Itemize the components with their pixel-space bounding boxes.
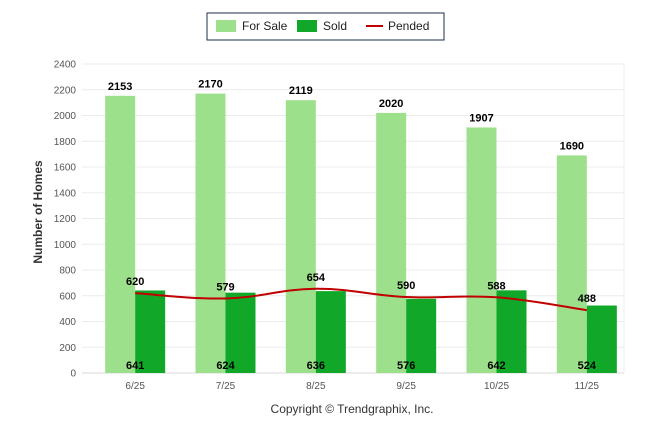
for-sale-bar: [195, 93, 226, 374]
pended-value-label: 590: [397, 280, 415, 292]
for-sale-bar: [466, 127, 497, 373]
y-tick-label: 2000: [54, 111, 77, 122]
y-tick-label: 1000: [54, 240, 77, 251]
sold-bar: [315, 291, 346, 373]
x-tick-label: 6/25: [125, 381, 145, 392]
pended-value-label: 588: [487, 280, 505, 292]
for-sale-value-label: 1690: [560, 140, 584, 152]
legend-label: Sold: [323, 19, 347, 33]
legend-label: For Sale: [242, 19, 288, 33]
x-tick-label: 10/25: [484, 381, 509, 392]
copyright-text: Copyright © Trendgraphix, Inc.: [271, 402, 434, 416]
x-tick-label: 11/25: [575, 381, 600, 392]
gridlines: [82, 63, 625, 374]
sold-value-label: 636: [307, 360, 325, 372]
y-tick-label: 1200: [54, 214, 77, 225]
legend-label: Pended: [388, 19, 429, 33]
y-tick-label: 1400: [54, 188, 77, 199]
for-sale-value-label: 2170: [198, 79, 222, 91]
sold-bar: [135, 290, 166, 373]
legend-box: [206, 12, 445, 41]
for-sale-bar: [285, 100, 316, 374]
sold-bar: [406, 298, 437, 373]
for-sale-value-label: 2020: [379, 98, 403, 110]
sold-bar: [496, 290, 527, 373]
pended-value-label: 620: [126, 276, 144, 288]
for-sale-value-label: 2119: [289, 85, 313, 97]
for-sale-bar: [556, 155, 587, 373]
sold-bar: [586, 305, 617, 373]
for-sale-value-label: 2153: [108, 81, 132, 93]
legend-swatch: [216, 20, 236, 32]
x-tick-label: 7/25: [216, 381, 236, 392]
for-sale-value-label: 1907: [469, 112, 493, 124]
y-tick-label: 2200: [54, 85, 77, 96]
sold-value-label: 624: [216, 360, 235, 372]
y-axis-ticks: 0 200 400 600 800 1000 1200 1400 1600 1800 2000 220…: [54, 60, 77, 380]
y-tick-label: 800: [59, 266, 76, 277]
sold-value-label: 641: [126, 360, 144, 372]
y-tick-label: 2400: [54, 60, 77, 71]
bars: [105, 93, 617, 374]
x-tick-label: 9/25: [396, 381, 416, 392]
sold-value-label: 642: [487, 360, 505, 372]
y-tick-label: 200: [59, 343, 76, 354]
data-labels: 2153 641 2170 624 2119 636 2020 576 1907 642 1690 5…: [108, 79, 597, 372]
pended-value-label: 579: [216, 281, 234, 293]
y-tick-label: 1800: [54, 137, 77, 148]
y-axis-title: Number of Homes: [31, 160, 45, 264]
pended-value-label: 488: [578, 293, 596, 305]
for-sale-bar: [105, 95, 136, 374]
pended-value-label: 654: [307, 272, 326, 284]
pended-series-line: [135, 287, 587, 312]
y-tick-label: 0: [70, 369, 76, 380]
y-tick-label: 600: [59, 291, 76, 302]
x-axis-ticks: 6/25 7/25 8/25 9/25 10/25 11/25: [125, 381, 599, 392]
sold-value-label: 524: [578, 360, 597, 372]
legend: For Sale Sold Pended: [206, 12, 445, 41]
legend-swatch: [297, 20, 317, 32]
sold-value-label: 576: [397, 360, 415, 372]
x-tick-label: 8/25: [306, 381, 326, 392]
pended-line: [135, 287, 587, 312]
y-tick-label: 1600: [54, 163, 77, 174]
sold-bar: [225, 292, 256, 373]
for-sale-bar: [376, 112, 407, 374]
y-tick-label: 400: [59, 317, 76, 328]
